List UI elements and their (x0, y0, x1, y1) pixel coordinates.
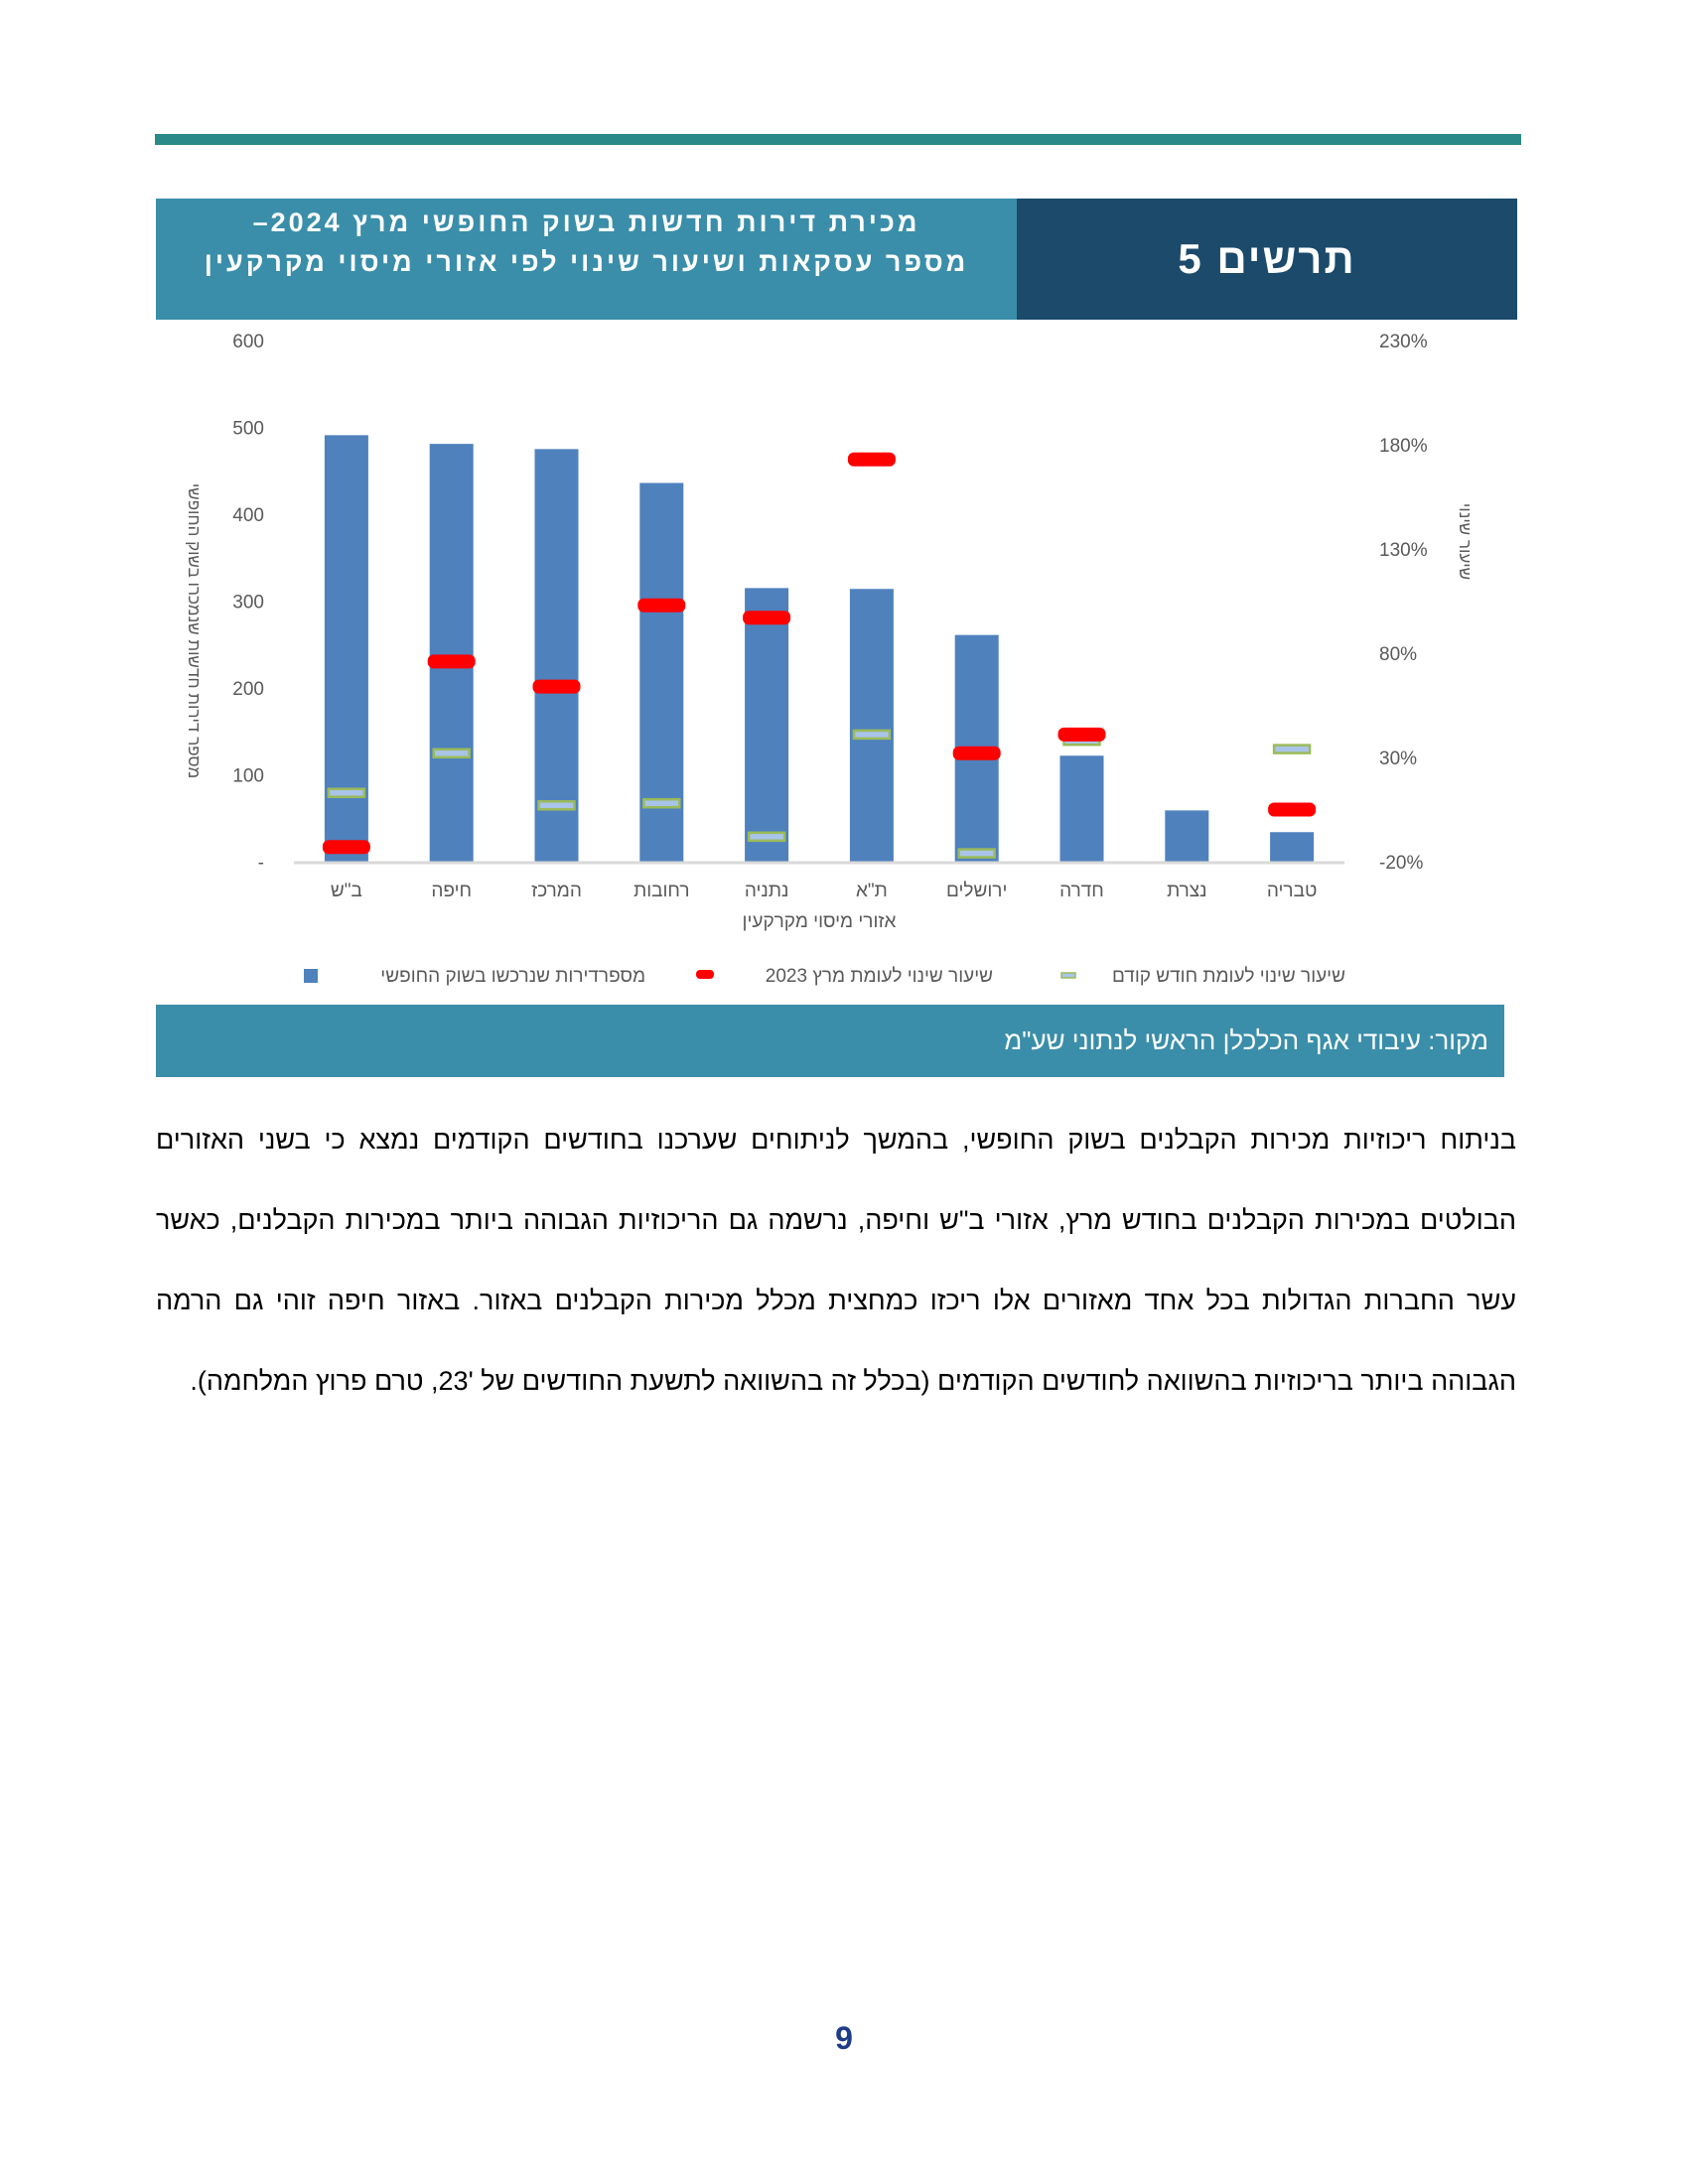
red-marker (322, 840, 370, 855)
y-axis-title: מספר דירות חדשות שנמכרו בשוק החופשי (185, 483, 204, 778)
x-tick-label: ירושלים (946, 881, 1007, 901)
green-marker (1272, 744, 1312, 754)
y2-tick-label: 30% (1379, 749, 1417, 769)
page-number: 9 (835, 2020, 853, 2056)
legend-red-swatch (696, 970, 714, 979)
figure-title-box: מכירת דירות חדשות בשוק החופשי מרץ 2024– … (156, 199, 1517, 320)
red-marker (637, 598, 686, 613)
bar (849, 589, 894, 862)
green-marker (852, 729, 892, 741)
bar (745, 588, 789, 862)
legend-green-swatch (1060, 972, 1076, 979)
body-paragraph: בניתוח ריכוזיות מכירות הקבלנים בשוק החופ… (156, 1125, 1516, 1396)
green-marker (327, 787, 366, 798)
y2-tick-label: 230% (1379, 332, 1428, 352)
x-tick-label: נתניה (745, 881, 789, 901)
title-line-2: מספר עסקאות ושיעור שינוי לפי אזורי מיסוי… (204, 247, 969, 277)
figure-label: תרשים 5 (1017, 199, 1517, 320)
y-tick-label: 100 (232, 766, 264, 787)
y2-tick-label: 80% (1379, 644, 1417, 665)
x-tick-label: ב"ש (331, 881, 362, 901)
red-marker (952, 746, 1001, 760)
bar (429, 444, 474, 862)
red-marker (1268, 802, 1317, 817)
figure-title: מכירת דירות חדשות בשוק החופשי מרץ 2024– … (156, 199, 1017, 320)
y2-tick-label: 130% (1379, 540, 1428, 561)
legend-bar-swatch (304, 969, 318, 983)
top-rule (155, 134, 1521, 145)
green-marker (747, 831, 786, 843)
bar (1270, 832, 1315, 862)
x-tick-label: טבריה (1267, 881, 1318, 901)
x-tick-label: חיפה (431, 881, 472, 901)
title-line-1: מכירת דירות חדשות בשוק החופשי מרץ 2024– (252, 207, 920, 237)
source-note: מקור: עיבודי אגף הכלכלן הראשי לנתוני שע"… (156, 1005, 1504, 1077)
chart: - 100 200 300 400 500 600 -20% 30% 80% 130% 180% 230… (185, 332, 1475, 987)
legend-green-label: שיעור שינוי לעומת חודש קודם (1112, 966, 1345, 987)
y2-axis-title: שיעור שינוי (1456, 503, 1475, 580)
y-tick-label: 500 (232, 419, 264, 440)
x-tick-label: נצרת (1167, 881, 1206, 901)
y-tick-label: 600 (232, 332, 264, 352)
x-tick-label: המרכז (531, 881, 582, 901)
green-marker (642, 797, 681, 809)
red-marker (743, 611, 791, 625)
red-marker (427, 654, 476, 669)
red-marker (532, 679, 581, 694)
bar (1165, 810, 1209, 862)
y-tick-label: - (258, 853, 264, 874)
red-marker (1057, 727, 1106, 742)
bar (534, 449, 579, 862)
red-marker (847, 452, 896, 467)
y-tick-label: 400 (232, 505, 264, 526)
green-marker (537, 800, 576, 811)
y2-tick-label: -20% (1379, 853, 1423, 874)
x-tick-label: רחובות (633, 881, 689, 901)
green-marker (432, 748, 471, 759)
y-tick-label: 300 (232, 593, 264, 614)
y-tick-label: 200 (232, 679, 264, 700)
legend-bar-label: מספרדירות שנרכשו בשוק החופשי (380, 966, 645, 987)
legend-red-label: שיעור שינוי לעומת מרץ 2023 (766, 966, 993, 987)
x-axis-title: אזורי מיסוי מקרקעין (743, 911, 897, 932)
x-tick-label: ת"א (856, 881, 888, 901)
green-marker (957, 848, 996, 859)
bar (1059, 755, 1104, 862)
y2-tick-label: 180% (1379, 436, 1428, 457)
x-tick-label: חדרה (1059, 881, 1104, 901)
